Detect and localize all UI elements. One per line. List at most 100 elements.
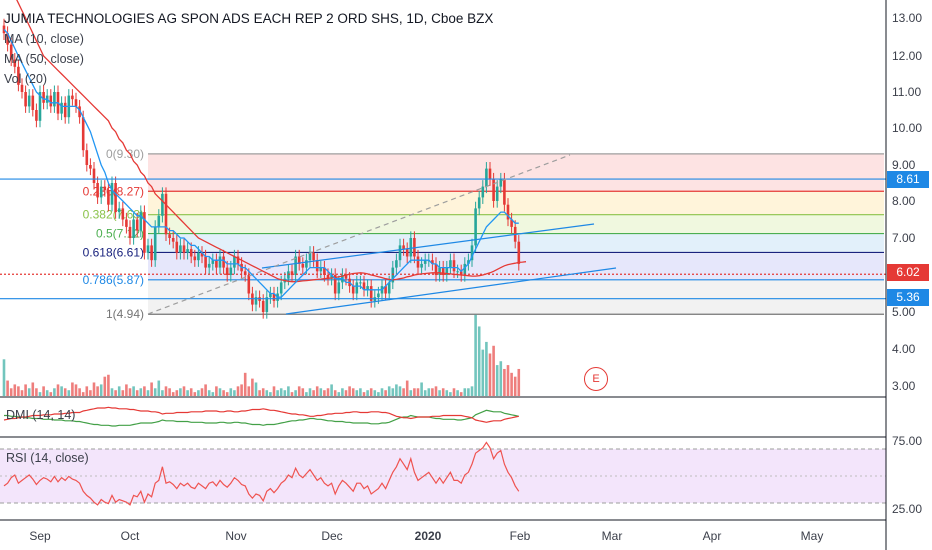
volume-bar [330, 384, 333, 396]
candle-body [78, 106, 81, 118]
candle-body [179, 245, 182, 253]
earnings-marker[interactable]: E [584, 367, 608, 391]
candle-body [189, 249, 193, 257]
candle-body [99, 186, 103, 198]
volume-bar [89, 390, 92, 396]
candle-body [121, 208, 125, 220]
candle-body [326, 275, 330, 279]
volume-bar [294, 390, 297, 396]
price-tag-resistance: 8.61 [887, 171, 929, 188]
candle-body [153, 226, 157, 261]
rsi-tick-label: 25.00 [892, 502, 922, 516]
time-tick-label: Apr [703, 529, 722, 543]
candle-body [391, 267, 395, 283]
candle-body [366, 286, 369, 290]
candle-body [211, 260, 215, 264]
candle-body [301, 263, 305, 268]
candle-body [225, 267, 229, 275]
volume-bar [269, 392, 272, 396]
candle-body [175, 241, 179, 253]
volume-bar [81, 392, 85, 396]
candle-body [186, 249, 189, 253]
volume-bar [17, 386, 20, 396]
volume-bar [287, 386, 290, 396]
candle-body [128, 226, 132, 238]
candle-body [182, 245, 186, 253]
volume-bar [121, 390, 125, 396]
candle-body [438, 267, 441, 275]
candle-body [254, 297, 258, 305]
candle-body [402, 245, 405, 250]
volume-bar [398, 386, 402, 396]
volume-bar [423, 390, 427, 396]
candle-body [272, 293, 276, 301]
candle-body [71, 95, 74, 100]
volume-legend[interactable]: Vol (20) [4, 72, 48, 86]
volume-bar [99, 384, 103, 396]
fib-level-label: 0.618(6.61) [83, 245, 144, 259]
candle-body [387, 282, 391, 294]
price-tick-label: 7.00 [892, 231, 916, 245]
fib-level-label: 0.382(7.63) [83, 208, 144, 222]
volume-bar [35, 388, 38, 396]
volume-bar [6, 380, 9, 396]
volume-bar [377, 392, 380, 396]
rsi-band [0, 449, 886, 503]
candle-body [287, 271, 290, 279]
candle-body [20, 84, 24, 92]
candle-body [38, 92, 42, 121]
candle-body [445, 267, 449, 275]
volume-bar [470, 386, 474, 396]
volume-bar [445, 390, 449, 396]
price-tag-last: 6.02 [887, 264, 929, 281]
volume-bar [488, 353, 492, 396]
time-tick-label: Feb [510, 529, 531, 543]
candle-body [477, 197, 481, 209]
volume-bar [506, 365, 510, 396]
candle-body [449, 260, 452, 268]
dmi-legend[interactable]: DMI (14, 14) [6, 408, 76, 422]
volume-bar [449, 392, 452, 396]
ma10-legend[interactable]: MA (10, close) [4, 32, 84, 46]
candle-body [261, 300, 265, 312]
candle-body [171, 238, 175, 242]
candle-body [197, 252, 200, 261]
candle-body [305, 260, 308, 268]
candle-body [164, 193, 168, 235]
rsi-line [3, 441, 520, 506]
candle-body [135, 219, 139, 231]
candle-body [405, 249, 409, 257]
volume-bar [438, 390, 441, 396]
volume-bar [308, 388, 312, 396]
candle-body [117, 208, 121, 213]
rsi-legend[interactable]: RSI (14, close) [6, 451, 89, 465]
fib-zone [148, 191, 884, 215]
volume-bar [431, 388, 434, 396]
candle-body [351, 286, 355, 294]
candle-body [456, 271, 459, 273]
volume-bar [60, 386, 63, 396]
candle-body [17, 66, 20, 85]
volume-bar [179, 388, 182, 396]
candle-body [207, 263, 211, 268]
volume-bar [168, 388, 171, 396]
price-tick-label: 12.00 [892, 49, 922, 63]
volume-bar [117, 386, 121, 396]
volume-bar [477, 326, 481, 396]
candle-body [110, 183, 114, 205]
candle-body [222, 256, 225, 268]
channel-upper-line [261, 223, 595, 269]
candle-body [344, 275, 348, 279]
volume-bar [513, 376, 517, 396]
candle-body [377, 293, 380, 298]
price-tick-label: 8.00 [892, 194, 916, 208]
volume-bar [103, 376, 107, 396]
volume-bar [24, 384, 27, 396]
candle-body [463, 263, 467, 275]
volume-bar [323, 390, 326, 396]
ma50-legend[interactable]: MA (50, close) [4, 52, 84, 66]
volume-bar [456, 390, 459, 396]
candle-body [315, 260, 319, 272]
volume-bar [348, 386, 351, 396]
